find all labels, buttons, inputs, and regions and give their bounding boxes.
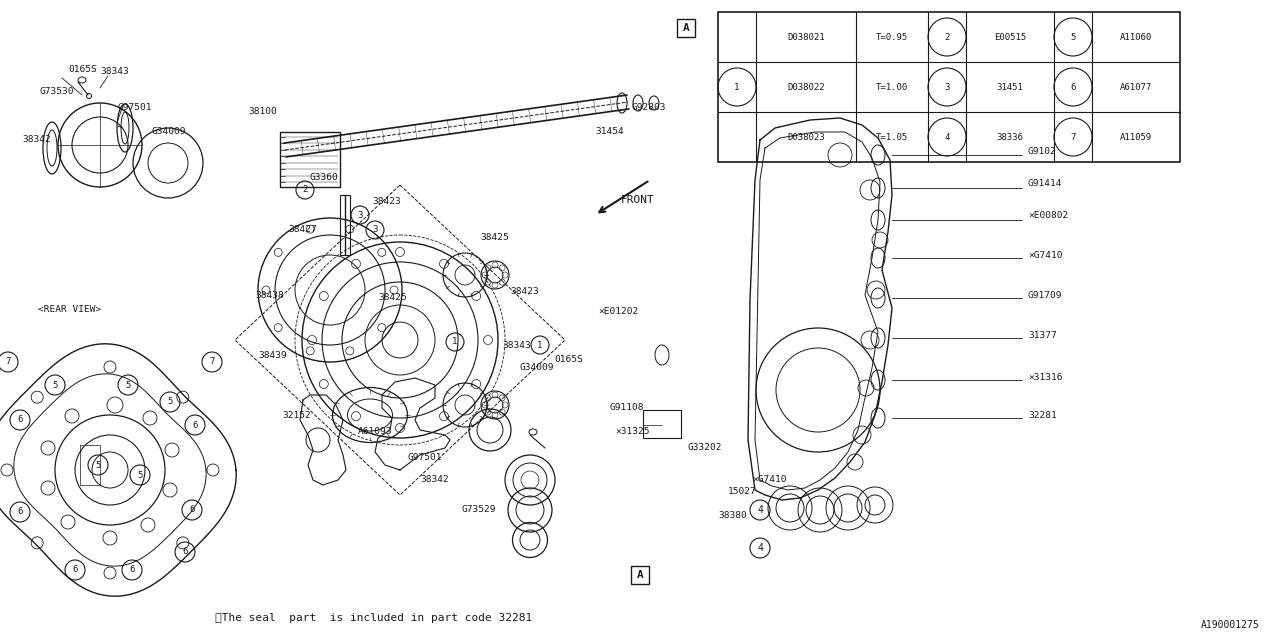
Bar <box>643 410 681 438</box>
Text: 38438: 38438 <box>255 291 284 300</box>
Text: <REAR VIEW>: <REAR VIEW> <box>38 305 101 314</box>
Text: A: A <box>682 23 690 33</box>
Text: 1: 1 <box>538 340 543 349</box>
Text: ×E01202: ×E01202 <box>598 307 639 317</box>
Text: 6: 6 <box>18 415 23 424</box>
Text: ※The seal  part  is included in part code 32281: ※The seal part is included in part code … <box>215 613 532 623</box>
Text: 38425: 38425 <box>480 234 508 243</box>
Text: 6: 6 <box>182 547 188 557</box>
Text: ×E00802: ×E00802 <box>1028 211 1069 221</box>
Text: 3: 3 <box>357 211 362 220</box>
Text: 38423: 38423 <box>509 287 539 296</box>
Text: 5: 5 <box>168 397 173 406</box>
Text: 4: 4 <box>756 505 763 515</box>
Text: 38100: 38100 <box>248 108 276 116</box>
Text: 5: 5 <box>52 381 58 390</box>
Text: 38342: 38342 <box>22 136 51 145</box>
Text: A: A <box>636 570 644 580</box>
Text: 3: 3 <box>945 83 950 92</box>
Text: D038021: D038021 <box>787 33 824 42</box>
Text: 6: 6 <box>18 508 23 516</box>
Text: G9102: G9102 <box>1028 147 1057 157</box>
Text: 32152: 32152 <box>282 410 311 419</box>
Text: 15027: 15027 <box>728 488 756 497</box>
Text: 38342: 38342 <box>420 476 449 484</box>
Bar <box>280 132 340 187</box>
Text: 38380: 38380 <box>718 511 746 520</box>
Text: D038022: D038022 <box>787 83 824 92</box>
Text: 7: 7 <box>5 358 10 367</box>
Text: T=0.95: T=0.95 <box>876 33 908 42</box>
Text: 31454: 31454 <box>595 127 623 136</box>
Text: ×31316: ×31316 <box>1028 374 1062 383</box>
Text: 38439: 38439 <box>259 351 287 360</box>
Text: 38423: 38423 <box>372 198 401 207</box>
Text: 6: 6 <box>129 566 134 575</box>
Text: 3: 3 <box>372 225 378 234</box>
Text: 6: 6 <box>192 420 197 429</box>
Text: 38336: 38336 <box>997 132 1024 141</box>
Text: 38425: 38425 <box>378 294 407 303</box>
Text: T=1.05: T=1.05 <box>876 132 908 141</box>
Text: T=1.00: T=1.00 <box>876 83 908 92</box>
Polygon shape <box>748 118 892 500</box>
Text: 1: 1 <box>452 337 458 346</box>
Text: 38427: 38427 <box>288 225 316 234</box>
Text: FRONT: FRONT <box>621 195 655 205</box>
Text: A190001275: A190001275 <box>1201 620 1260 630</box>
Text: 7: 7 <box>210 358 215 367</box>
Text: 5: 5 <box>1070 33 1075 42</box>
Text: 0165S: 0165S <box>68 65 97 74</box>
Text: 38343: 38343 <box>100 67 129 77</box>
Text: 0165S: 0165S <box>554 355 582 365</box>
Text: G92803: G92803 <box>632 104 667 113</box>
Bar <box>718 12 1180 162</box>
Text: 31451: 31451 <box>997 83 1024 92</box>
Text: G91108: G91108 <box>611 403 645 413</box>
Text: 5: 5 <box>125 381 131 390</box>
Text: G91709: G91709 <box>1028 291 1062 300</box>
Text: A61077: A61077 <box>1120 83 1152 92</box>
Text: G73530: G73530 <box>40 88 74 97</box>
Text: 6: 6 <box>72 566 78 575</box>
Text: 1: 1 <box>735 83 740 92</box>
Text: 5: 5 <box>137 470 142 479</box>
Text: A11059: A11059 <box>1120 132 1152 141</box>
Text: G34009: G34009 <box>520 364 554 372</box>
Text: 38343: 38343 <box>502 340 531 349</box>
Text: G97501: G97501 <box>408 454 443 463</box>
Text: 4: 4 <box>756 543 763 553</box>
Text: 7: 7 <box>1070 132 1075 141</box>
Text: 6: 6 <box>189 506 195 515</box>
Text: G91414: G91414 <box>1028 179 1062 189</box>
Text: 2: 2 <box>302 186 307 195</box>
Text: G3360: G3360 <box>310 173 339 182</box>
Text: 32281: 32281 <box>1028 412 1057 420</box>
Bar <box>631 566 649 584</box>
Bar <box>677 19 695 37</box>
Text: G97501: G97501 <box>118 104 152 113</box>
Text: G73529: G73529 <box>462 506 497 515</box>
Text: A11060: A11060 <box>1120 33 1152 42</box>
Text: D038023: D038023 <box>787 132 824 141</box>
Text: E00515: E00515 <box>993 33 1027 42</box>
Text: 31377: 31377 <box>1028 330 1057 339</box>
Bar <box>340 195 349 255</box>
Text: ×31325: ×31325 <box>614 428 649 436</box>
Text: G34009: G34009 <box>152 127 187 136</box>
Text: G33202: G33202 <box>689 444 722 452</box>
Text: 6: 6 <box>1070 83 1075 92</box>
Text: ×G7410: ×G7410 <box>1028 250 1062 259</box>
Text: 5: 5 <box>95 461 101 470</box>
Text: ×G7410: ×G7410 <box>753 476 786 484</box>
Text: A61093: A61093 <box>358 428 393 436</box>
Text: 4: 4 <box>945 132 950 141</box>
Text: 2: 2 <box>945 33 950 42</box>
